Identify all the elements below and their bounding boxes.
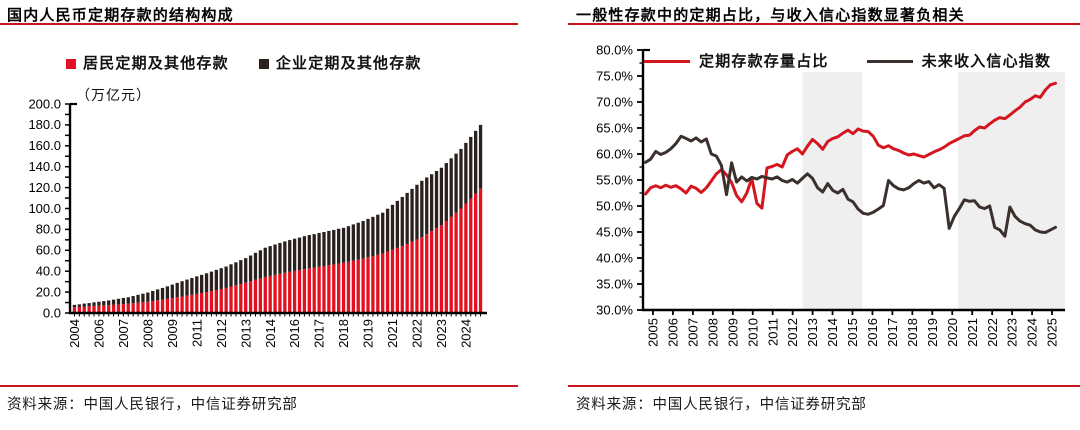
svg-text:60.0%: 60.0% — [596, 147, 633, 162]
svg-text:2018: 2018 — [905, 318, 920, 347]
right-chart-panel: 一般性存款中的定期占比，与收入信心指数显著负相关 30.0% 35.0% 40.0%… — [540, 0, 1080, 430]
svg-text:200.0: 200.0 — [28, 96, 61, 111]
line-plot-area: 30.0% 35.0% 40.0% 45.0% 50.0% 55.0% 60.0% 65.0%… — [596, 43, 1065, 347]
svg-text:55.0%: 55.0% — [596, 173, 633, 188]
stacked-bars — [72, 124, 483, 313]
svg-text:2014: 2014 — [825, 318, 840, 347]
svg-text:2023: 2023 — [434, 319, 449, 348]
svg-text:65.0%: 65.0% — [596, 121, 633, 136]
svg-text:2025: 2025 — [1045, 318, 1060, 347]
svg-text:2021: 2021 — [385, 319, 400, 348]
deposit-ratio-series-label: 定期存款存量占比 — [699, 53, 829, 70]
svg-text:2009: 2009 — [165, 319, 180, 348]
svg-text:2011: 2011 — [189, 319, 204, 347]
svg-text:2020: 2020 — [945, 318, 960, 347]
legend-item-corporate: 企业定期及其他存款 — [258, 52, 422, 73]
svg-text:2004: 2004 — [67, 319, 82, 348]
svg-text:2006: 2006 — [92, 319, 107, 348]
svg-text:80.0: 80.0 — [36, 222, 61, 237]
svg-text:2024: 2024 — [459, 319, 474, 348]
svg-text:2015: 2015 — [845, 318, 860, 347]
svg-text:40.0%: 40.0% — [596, 251, 633, 266]
svg-text:2019: 2019 — [925, 318, 940, 347]
income-confidence-line — [644, 134, 1057, 238]
svg-text:2014: 2014 — [263, 319, 278, 348]
right-title-underline — [568, 23, 1080, 25]
svg-text:2017: 2017 — [885, 318, 900, 347]
svg-text:2007: 2007 — [686, 318, 701, 347]
legend-item-income-confidence: 未来收入信心指数 — [866, 50, 1052, 71]
svg-text:2008: 2008 — [705, 318, 720, 347]
right-source-divider — [568, 385, 1080, 387]
svg-text:2009: 2009 — [725, 318, 740, 347]
y-axis-unit-label: （万亿元） — [76, 87, 151, 103]
svg-text:2024: 2024 — [1025, 318, 1040, 347]
deposit-ratio-line — [644, 81, 1057, 210]
left-source-divider — [0, 385, 518, 387]
household-series-swatch — [66, 58, 76, 69]
left-title-underline — [0, 23, 518, 25]
svg-text:2023: 2023 — [1005, 318, 1020, 347]
svg-text:2019: 2019 — [361, 319, 376, 348]
svg-text:2013: 2013 — [238, 319, 253, 348]
svg-text:50.0%: 50.0% — [596, 199, 633, 214]
svg-text:180.0: 180.0 — [28, 117, 61, 132]
line-chart-legend: 定期存款存量占比 未来收入信心指数 — [644, 50, 1051, 71]
income-confidence-series-label: 未来收入信心指数 — [921, 53, 1052, 70]
svg-text:70.0%: 70.0% — [596, 95, 633, 110]
svg-text:2017: 2017 — [312, 319, 327, 348]
svg-text:140.0: 140.0 — [28, 159, 61, 174]
svg-text:30.0%: 30.0% — [596, 303, 633, 318]
svg-text:2006: 2006 — [666, 318, 681, 347]
left-chart-title: 国内人民币定期存款的结构构成 — [7, 7, 234, 24]
svg-text:75.0%: 75.0% — [596, 69, 633, 84]
deposit-ratio-series-swatch — [644, 59, 690, 64]
deposit-structure-bar-chart: 0.0 20.0 40.0 60.0 80.0 100.0 120.0 140.0 160.0 1… — [28, 96, 487, 348]
left-chart-panel: 国内人民币定期存款的结构构成 居民定期及其他存款 企业定期及其他存款 （万亿元）… — [0, 7, 518, 413]
corporate-series-swatch — [258, 58, 269, 69]
corporate-series-label: 企业定期及其他存款 — [275, 55, 422, 72]
svg-text:2012: 2012 — [785, 318, 800, 347]
svg-text:45.0%: 45.0% — [596, 225, 633, 240]
svg-text:80.0%: 80.0% — [596, 43, 633, 58]
svg-text:2007: 2007 — [116, 319, 131, 348]
svg-text:2022: 2022 — [410, 319, 425, 348]
right-source-note: 资料来源：中国人民银行，中信证券研究部 — [576, 397, 867, 413]
svg-text:160.0: 160.0 — [28, 138, 61, 153]
bar-chart-legend: 居民定期及其他存款 企业定期及其他存款 — [66, 52, 422, 73]
income-confidence-series-swatch — [866, 59, 913, 64]
svg-text:2010: 2010 — [745, 318, 760, 347]
svg-text:120.0: 120.0 — [28, 180, 61, 195]
svg-text:2005: 2005 — [646, 318, 661, 347]
right-chart-title: 一般性存款中的定期占比，与收入信心指数显著负相关 — [576, 7, 965, 24]
svg-text:0.0: 0.0 — [43, 305, 61, 320]
svg-text:2021: 2021 — [965, 318, 980, 347]
svg-text:20.0: 20.0 — [36, 284, 61, 299]
svg-text:2013: 2013 — [805, 318, 820, 347]
shaded-band — [958, 72, 1065, 310]
legend-item-deposit-ratio: 定期存款存量占比 — [644, 50, 829, 71]
left-source-note: 资料来源：中国人民银行，中信证券研究部 — [7, 397, 298, 413]
svg-text:2016: 2016 — [865, 318, 880, 347]
svg-text:2018: 2018 — [336, 319, 351, 348]
svg-text:100.0: 100.0 — [28, 201, 61, 216]
svg-text:2011: 2011 — [765, 318, 780, 346]
time-deposit-ratio-line-chart: 30.0% 35.0% 40.0% 45.0% 50.0% 55.0% 60.0% 65.0%… — [596, 43, 1065, 347]
legend-item-household: 居民定期及其他存款 — [66, 52, 229, 73]
svg-text:60.0: 60.0 — [36, 243, 61, 258]
svg-text:2022: 2022 — [985, 318, 1000, 347]
svg-text:2012: 2012 — [214, 319, 229, 348]
svg-text:2008: 2008 — [140, 319, 155, 348]
bar-plot-area: 0.0 20.0 40.0 60.0 80.0 100.0 120.0 140.0 160.0 1… — [28, 96, 487, 348]
svg-text:35.0%: 35.0% — [596, 277, 633, 292]
svg-text:2016: 2016 — [287, 319, 302, 348]
svg-text:40.0: 40.0 — [36, 264, 61, 279]
household-series-label: 居民定期及其他存款 — [83, 55, 229, 72]
